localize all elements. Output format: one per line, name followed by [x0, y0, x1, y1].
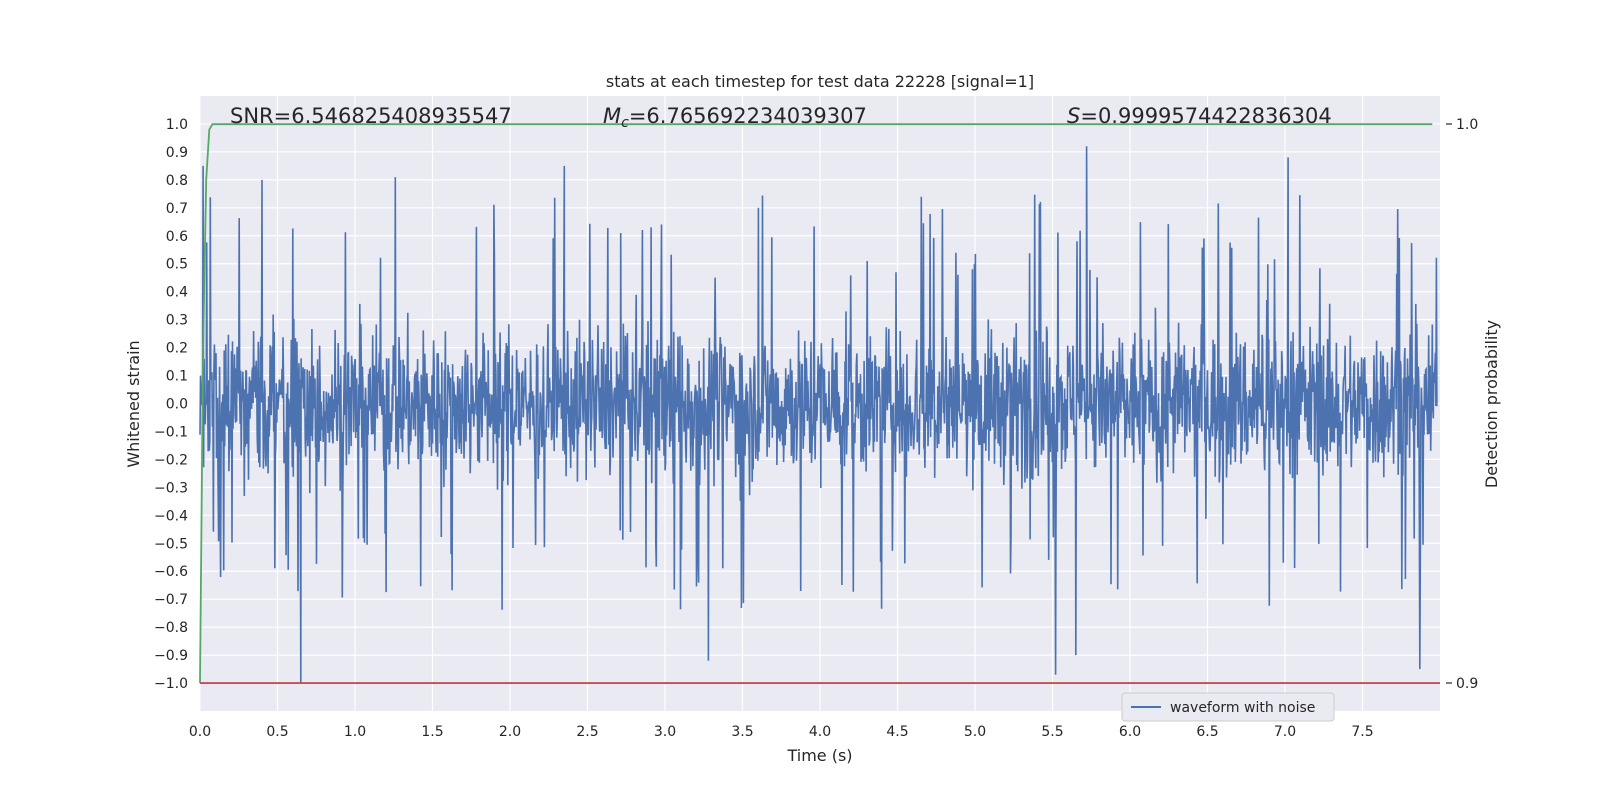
y-tick-label: 0.0	[166, 397, 188, 413]
legend: waveform with noise	[1121, 692, 1335, 722]
y-tick-label: −0.3	[154, 480, 188, 496]
y2-tick-label: 0.9	[1456, 676, 1478, 692]
legend-label: waveform with noise	[1170, 700, 1315, 716]
s-value: =0.9999574422836304	[1080, 104, 1331, 128]
x-axis-label: Time (s)	[786, 746, 852, 765]
x-tick-label: 7.0	[1274, 724, 1296, 740]
y-tick-label: 0.9	[166, 145, 188, 161]
y-tick-label: −0.8	[154, 620, 188, 636]
x-tick-label: 5.0	[964, 724, 986, 740]
y-tick-label: −0.5	[154, 536, 188, 552]
snr-annotation: SNR=6.546825408935547	[230, 104, 512, 128]
y-tick-label: −0.1	[154, 424, 188, 440]
y-tick-label: 0.2	[166, 341, 188, 357]
y-tick-label: 1.0	[166, 117, 188, 133]
x-tick-label: 0.5	[266, 724, 288, 740]
x-tick-label: 1.0	[344, 724, 366, 740]
x-tick-label: 6.5	[1196, 724, 1218, 740]
y-tick-label: 0.4	[166, 285, 188, 301]
mc-value: =6.765692234039307	[629, 104, 867, 128]
y2-axis-label: Detection probability	[1482, 320, 1501, 488]
x-tick-label: 2.0	[499, 724, 521, 740]
y-tick-label: −0.7	[154, 592, 188, 608]
probability-series	[199, 123, 1433, 684]
y-tick-label: −0.9	[154, 648, 188, 664]
y-tick-label: 0.7	[166, 201, 188, 217]
x-tick-label: 7.5	[1351, 724, 1373, 740]
x-tick-label: 4.5	[886, 724, 908, 740]
y-tick-label: 0.5	[166, 257, 188, 273]
y-tick-label: −1.0	[154, 676, 188, 692]
waveform-series	[199, 146, 1438, 684]
legend-box	[1121, 692, 1335, 722]
chart-title: stats at each timestep for test data 222…	[606, 72, 1034, 91]
s-symbol: S	[1067, 104, 1080, 128]
y-axis-label: Whitened strain	[124, 340, 143, 467]
x-tick-label: 5.5	[1041, 724, 1063, 740]
x-tick-label: 1.5	[421, 724, 443, 740]
probability-line	[199, 123, 1433, 684]
y-tick-label: 0.8	[166, 173, 188, 189]
x-tick-label: 2.5	[576, 724, 598, 740]
x-ticks: 0.0 0.5 1.0 1.5 2.0 2.5 3.0 3.5 4.0 4.5 5.0 5.5 6.0 6…	[189, 724, 1374, 740]
x-tick-label: 6.0	[1119, 724, 1141, 740]
y-ticks: 1.0 0.9 0.8 0.7 0.6 0.5 0.4 0.3 0.2 0.1 0.0 −0.1 −0.…	[154, 117, 188, 692]
y-tick-label: 0.3	[166, 313, 188, 329]
mc-subscript: c	[621, 115, 629, 131]
y-tick-label: −0.2	[154, 452, 188, 468]
mc-annotation: Mc=6.765692234039307	[603, 104, 867, 131]
waveform-line	[199, 146, 1438, 684]
x-tick-label: 4.0	[809, 724, 831, 740]
y2-ticks: 1.0 0.9	[1446, 117, 1478, 692]
y-tick-label: 0.1	[166, 369, 188, 385]
x-tick-label: 3.5	[731, 724, 753, 740]
y-tick-label: −0.4	[154, 508, 188, 524]
s-annotation: S=0.9999574422836304	[1067, 104, 1332, 128]
mc-symbol: M	[603, 104, 621, 128]
x-tick-label: 3.0	[654, 724, 676, 740]
y-tick-label: 0.6	[166, 229, 188, 245]
x-tick-label: 0.0	[189, 724, 211, 740]
y2-tick-label: 1.0	[1456, 117, 1478, 133]
y-tick-label: −0.6	[154, 564, 188, 580]
